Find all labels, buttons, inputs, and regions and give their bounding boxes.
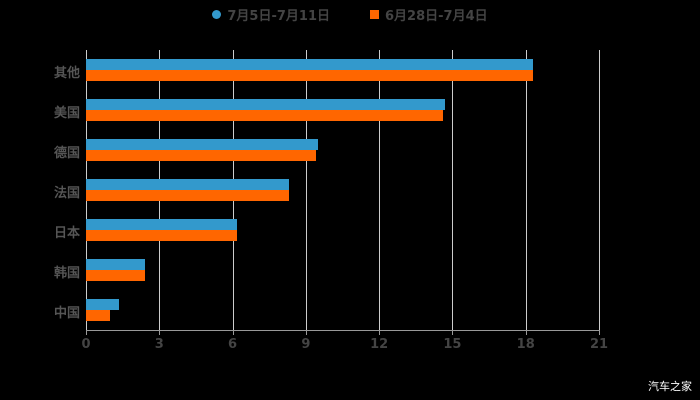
bar-series1[interactable]	[86, 59, 534, 70]
bar-series2[interactable]	[86, 70, 534, 81]
category-label: 法国	[53, 186, 80, 201]
bar-series1[interactable]	[86, 139, 319, 150]
circle-marker-icon	[212, 10, 222, 19]
bar-series1[interactable]	[86, 259, 145, 270]
axis-tick	[305, 330, 307, 335]
x-tick-label: 0	[81, 337, 91, 352]
bar-series1[interactable]	[86, 219, 238, 230]
bar-series2[interactable]	[86, 270, 145, 281]
gridline	[379, 50, 381, 330]
axis-tick	[159, 330, 161, 335]
x-tick-label: 12	[370, 337, 389, 352]
x-tick-label: 15	[443, 337, 462, 352]
axis-tick	[452, 330, 454, 335]
axis-tick	[599, 330, 600, 335]
category-label: 中国	[53, 306, 80, 321]
legend-label: 7月5日-7月11日	[227, 9, 330, 24]
gridline	[599, 50, 600, 330]
bar-series2[interactable]	[86, 110, 443, 121]
bar-series1[interactable]	[86, 99, 446, 110]
x-tick-label: 9	[301, 337, 311, 352]
legend-label: 6月28日-7月4日	[385, 9, 488, 24]
category-label: 其他	[53, 66, 80, 81]
category-label: 美国	[53, 106, 80, 121]
axis-tick	[232, 330, 234, 335]
square-marker-icon	[370, 10, 379, 19]
bar-series2[interactable]	[86, 190, 289, 201]
axis-tick	[525, 330, 527, 335]
category-label: 韩国	[53, 266, 80, 281]
bar-series2[interactable]	[86, 150, 316, 161]
legend-item-series1[interactable]: 7月5日-7月11日	[212, 5, 330, 24]
axis-tick	[379, 330, 381, 335]
category-label: 日本	[53, 226, 80, 241]
bar-series1[interactable]	[86, 179, 289, 190]
category-label: 德国	[53, 146, 80, 161]
gridline	[305, 50, 307, 330]
bar-series1[interactable]	[86, 299, 119, 310]
legend: 7月5日-7月11日 6月28日-7月4日	[0, 5, 700, 24]
bar-series2[interactable]	[86, 310, 111, 321]
x-tick-label: 18	[516, 337, 535, 352]
gridline	[525, 50, 527, 330]
gridline	[452, 50, 454, 330]
x-tick-label: 3	[154, 337, 164, 352]
x-tick-label: 21	[589, 337, 609, 352]
legend-item-series2[interactable]: 6月28日-7月4日	[370, 5, 488, 24]
bar-series2[interactable]	[86, 230, 238, 241]
axis-tick	[86, 330, 87, 335]
watermark: 汽车之家	[648, 380, 692, 393]
x-tick-label: 6	[228, 337, 238, 352]
x-axis	[86, 330, 599, 331]
